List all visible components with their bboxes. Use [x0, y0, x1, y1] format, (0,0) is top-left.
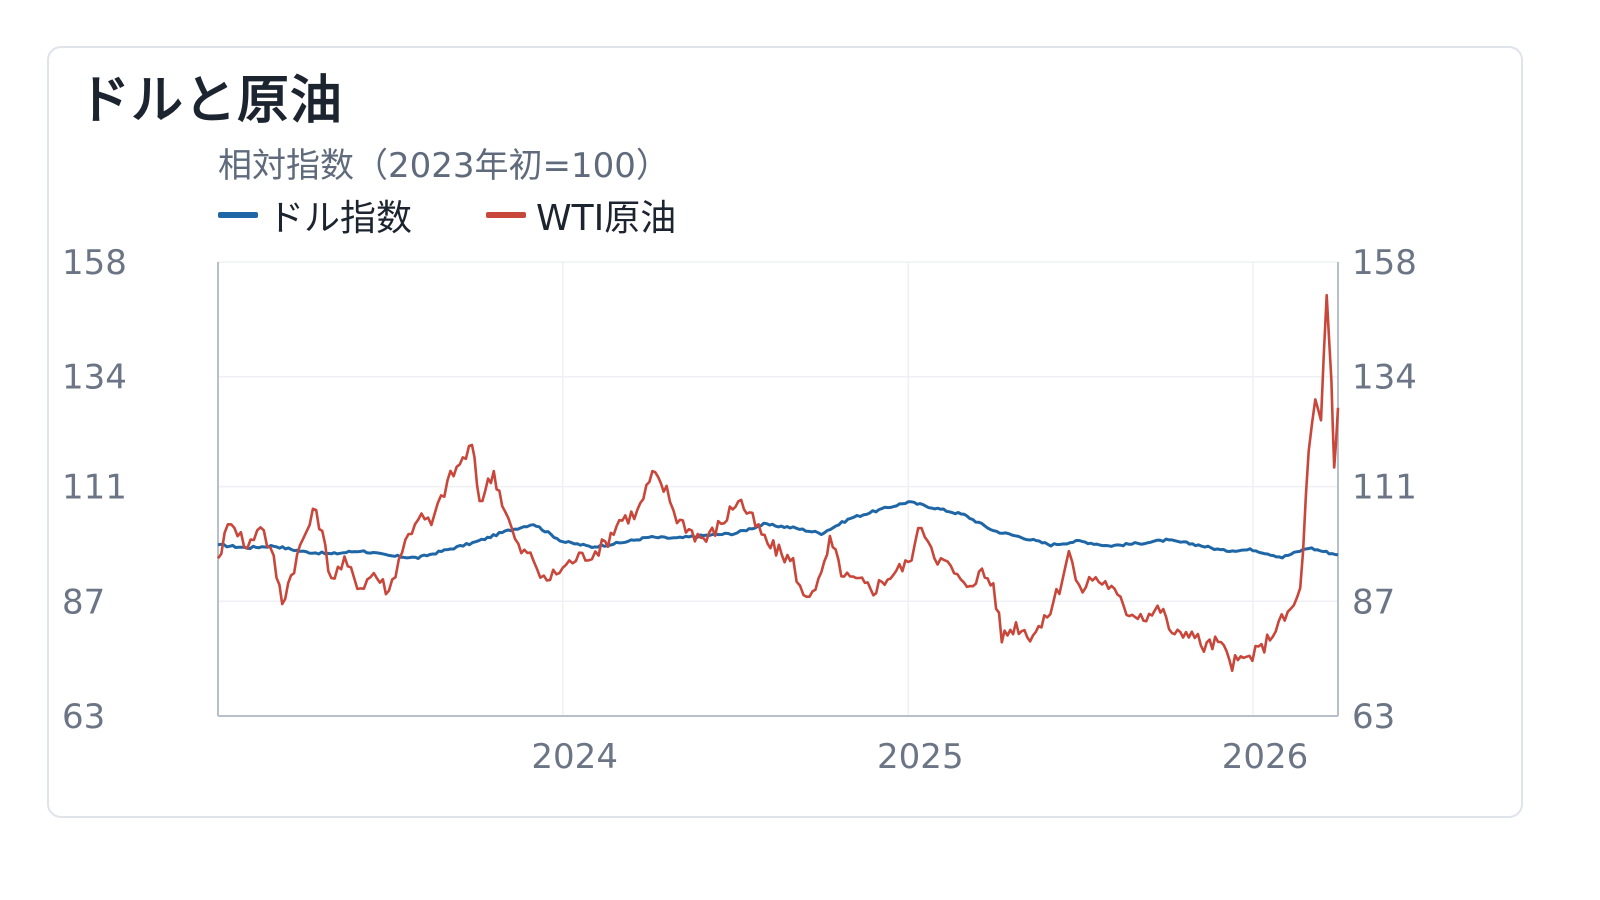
chart-subtitle: 相対指数（2023年初=100）	[218, 146, 670, 186]
series-line-wti-crude	[216, 293, 1340, 673]
y-tick-left-158: 158	[62, 243, 127, 283]
y-tick-left-63: 63	[62, 697, 105, 737]
x-tick-2024: 2024	[531, 737, 618, 777]
y-tick-right-87: 87	[1352, 582, 1395, 622]
y-tick-right-63: 63	[1352, 697, 1395, 737]
y-tick-left-87: 87	[62, 582, 105, 622]
legend-swatch-dollar	[218, 212, 258, 218]
legend-swatch-wti	[486, 212, 527, 218]
y-tick-left-134: 134	[62, 358, 127, 398]
legend-label-wti: WTI原油	[536, 198, 677, 239]
y-tick-right-111: 111	[1352, 468, 1417, 508]
legend: ドル指数 WTI原油	[218, 189, 750, 241]
legend-item-wti: WTI原油	[486, 189, 676, 241]
chart-title: ドルと原油	[78, 71, 344, 131]
chart-card	[47, 46, 1523, 818]
x-tick-2026: 2026	[1222, 737, 1309, 777]
y-tick-right-134: 134	[1352, 358, 1417, 398]
x-tick-2025: 2025	[877, 737, 964, 777]
legend-label-dollar: ドル指数	[268, 198, 413, 239]
y-tick-right-158: 158	[1352, 243, 1417, 283]
series-line-dollar-index	[217, 500, 1339, 560]
legend-item-dollar: ドル指数	[218, 189, 412, 241]
y-tick-left-111: 111	[62, 468, 127, 508]
